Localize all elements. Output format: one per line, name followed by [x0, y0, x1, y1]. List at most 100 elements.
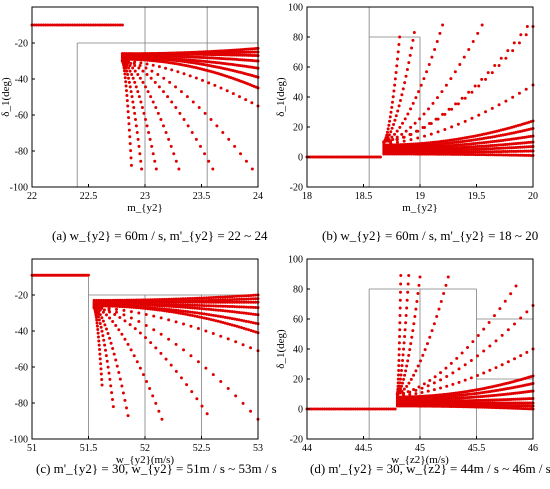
data-point [125, 406, 129, 410]
data-point [151, 63, 155, 67]
data-point [200, 404, 204, 408]
data-point [219, 315, 223, 319]
data-point [80, 23, 84, 27]
data-point [177, 167, 181, 171]
data-point [409, 107, 413, 111]
data-point [409, 342, 413, 346]
data-point [242, 300, 246, 304]
data-point [501, 146, 505, 150]
data-point [183, 303, 187, 307]
chart-b-svg: 18 18.5 19 19.5 20 -20 0 20 40 60 80 100 m_{y2} δ_1(d… [275, 3, 538, 215]
data-point [98, 313, 102, 317]
data-point [393, 132, 397, 136]
data-point [238, 95, 242, 99]
data-point [207, 313, 211, 317]
data-point [406, 112, 410, 116]
data-point [398, 290, 402, 294]
data-point [77, 23, 81, 27]
data-point [482, 327, 486, 331]
data-point [516, 149, 520, 153]
data-point [520, 149, 524, 153]
data-point [200, 312, 204, 316]
data-point [129, 90, 133, 94]
x-tick-label: 52 [140, 443, 150, 454]
data-point [254, 330, 258, 334]
y-axis-label: δ_1(deg) [275, 77, 287, 117]
data-point [397, 143, 401, 147]
data-point [209, 296, 213, 300]
data-point [487, 321, 491, 325]
data-point [411, 329, 415, 333]
data-point [191, 100, 195, 104]
data-point [190, 310, 194, 314]
data-point [172, 300, 176, 304]
data-point [244, 319, 248, 323]
data-point [254, 305, 258, 309]
data-point [444, 146, 448, 150]
data-point [401, 358, 405, 362]
data-point [467, 90, 471, 94]
data-point [506, 360, 510, 364]
data-point [403, 373, 407, 377]
data-point [203, 152, 207, 156]
data-point [100, 377, 104, 381]
data-point [176, 311, 180, 315]
y-tick-label: -20 [290, 183, 303, 194]
data-point [226, 387, 230, 391]
data-point [247, 297, 251, 301]
data-point [114, 358, 118, 362]
data-point [197, 303, 201, 307]
data-point [137, 144, 141, 148]
data-point [221, 130, 225, 134]
data-point [223, 321, 227, 325]
data-point [242, 305, 246, 309]
data-point [505, 149, 509, 153]
data-point [219, 379, 223, 383]
data-point [476, 147, 480, 151]
data-point [422, 112, 426, 116]
data-point [97, 343, 101, 347]
data-point [432, 381, 436, 385]
data-point [408, 53, 412, 57]
data-point [242, 294, 246, 298]
data-point [41, 23, 45, 27]
data-point [141, 373, 145, 377]
data-point [176, 309, 180, 313]
data-point [215, 124, 219, 128]
data-point [117, 370, 121, 374]
data-point [398, 298, 402, 302]
data-point [467, 145, 471, 149]
data-point [200, 304, 204, 308]
data-point [367, 407, 371, 411]
data-point [235, 317, 239, 321]
data-point [385, 130, 389, 134]
data-point [493, 153, 497, 157]
x-tick-label: 45.5 [468, 443, 486, 454]
data-point [446, 144, 450, 148]
data-point [522, 145, 526, 149]
data-point [508, 146, 512, 150]
data-point [141, 303, 145, 307]
data-point [518, 145, 522, 149]
data-point [488, 368, 492, 372]
data-point [491, 150, 495, 154]
data-point [111, 347, 115, 351]
data-point [323, 407, 327, 411]
data-point [155, 298, 159, 302]
data-point [429, 132, 433, 136]
data-point [404, 129, 408, 133]
data-point [500, 333, 504, 337]
data-point [385, 133, 389, 137]
data-point [104, 348, 108, 352]
data-point [233, 317, 237, 321]
data-point [522, 153, 526, 157]
data-point [397, 43, 401, 47]
data-point [392, 143, 396, 147]
data-point [146, 90, 150, 94]
data-point [235, 297, 239, 301]
data-point [185, 95, 189, 99]
data-point [133, 80, 137, 84]
data-point [64, 23, 68, 27]
data-point [100, 23, 104, 27]
data-point [159, 351, 163, 355]
